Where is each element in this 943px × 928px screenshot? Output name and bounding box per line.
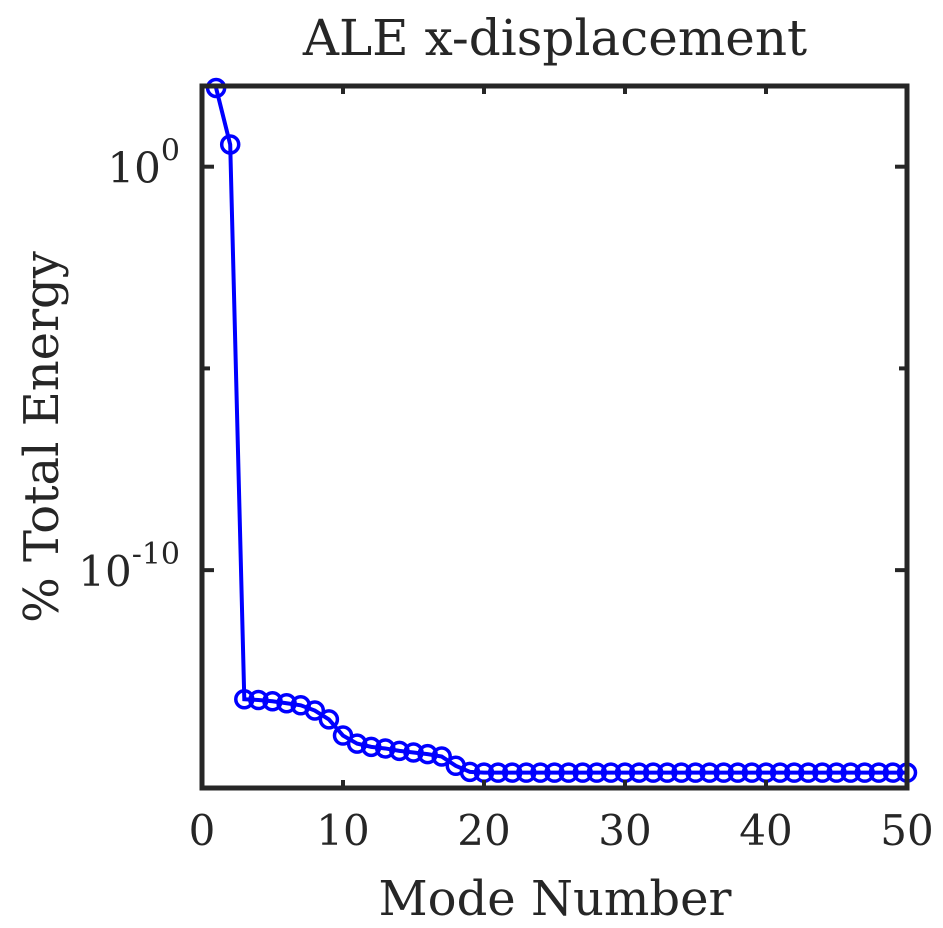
- axes-box: [199, 83, 910, 791]
- data-point: [248, 689, 269, 711]
- data-point: [798, 762, 819, 783]
- data-point: [657, 762, 678, 783]
- data-point: [304, 700, 326, 721]
- data-point: [699, 762, 720, 783]
- data-point: [389, 740, 410, 762]
- data-point: [262, 691, 283, 712]
- data-point: [276, 693, 297, 714]
- data-point: [741, 762, 763, 783]
- x-tick-label: 10: [316, 806, 369, 855]
- x-tick-label: 30: [598, 806, 651, 855]
- data-point: [516, 762, 537, 783]
- data-point: [360, 736, 382, 758]
- chart-title: ALE x-displacement: [302, 9, 807, 67]
- data-point: [628, 762, 650, 783]
- data-point: [572, 762, 593, 783]
- y-tick-label: 10-10: [78, 537, 180, 596]
- data-point: [769, 762, 791, 783]
- y-tick-exponent: 0: [161, 134, 180, 169]
- data-point: [318, 709, 340, 730]
- data-point: [882, 762, 904, 783]
- x-tick-label: 0: [189, 806, 216, 855]
- data-point: [417, 743, 438, 765]
- data-point: [459, 761, 481, 783]
- data-point: [530, 762, 551, 783]
- x-tick-label: 20: [457, 806, 510, 855]
- y-tick-label: 100: [107, 134, 180, 193]
- y-tick-exponent: -10: [132, 537, 180, 572]
- data-point: [812, 762, 833, 783]
- data-point: [826, 762, 847, 783]
- data-point: [219, 134, 241, 155]
- data-point: [713, 762, 734, 783]
- data-point: [642, 762, 664, 783]
- y-axis-label: % Total Energy: [14, 251, 70, 623]
- x-axis: 0 10 20 30 40 50: [189, 86, 934, 855]
- data-point: [840, 762, 861, 783]
- y-tick-base: 10: [78, 547, 131, 596]
- data-point: [868, 762, 890, 783]
- x-tick-label: 40: [739, 806, 792, 855]
- data-point: [234, 688, 255, 710]
- data-point: [346, 733, 368, 754]
- data-point: [586, 762, 608, 783]
- data-point: [783, 762, 805, 783]
- data-point: [544, 762, 565, 783]
- x-tick-label: 50: [880, 806, 933, 855]
- x-axis-label: Mode Number: [379, 871, 732, 927]
- series-line: [214, 87, 907, 775]
- data-point: [487, 762, 509, 783]
- y-tick-base: 10: [107, 144, 160, 193]
- data-point: [431, 746, 452, 767]
- data-point: [600, 762, 622, 783]
- data-point: [671, 762, 692, 783]
- data-point: [558, 762, 579, 783]
- data-point: [501, 762, 523, 783]
- data-point: [727, 762, 749, 783]
- plot-area: [205, 77, 918, 783]
- data-point: [685, 762, 706, 783]
- data-point: [854, 762, 875, 783]
- data-point: [375, 738, 396, 759]
- data-point: [403, 742, 424, 763]
